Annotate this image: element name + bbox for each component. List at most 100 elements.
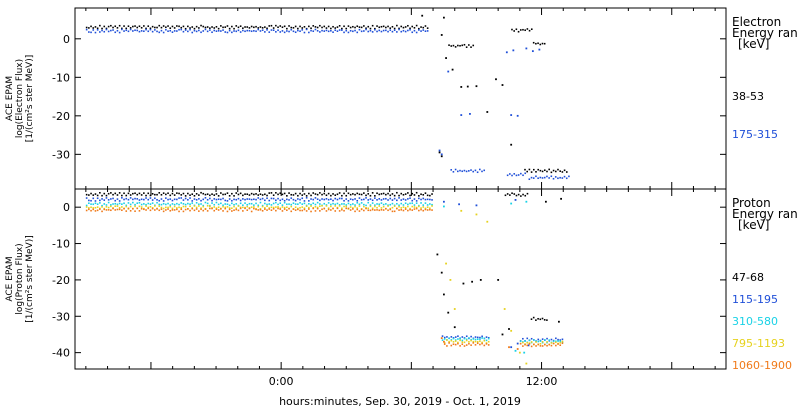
data-point (522, 193, 524, 196)
data-point (314, 193, 317, 195)
data-point (407, 203, 409, 206)
data-point (418, 29, 420, 31)
data-point (204, 26, 207, 29)
data-point (259, 30, 262, 32)
data-point (129, 27, 132, 29)
data-point (217, 203, 220, 206)
data-point (330, 209, 332, 211)
data-point (418, 27, 420, 30)
data-point (253, 207, 255, 210)
data-point (474, 336, 477, 338)
data-point (371, 208, 374, 211)
data-point (532, 168, 535, 171)
data-point (121, 28, 123, 31)
data-point (184, 197, 187, 200)
data-point (281, 206, 284, 208)
data-point (413, 198, 416, 200)
data-point (299, 209, 301, 212)
data-point (132, 192, 134, 195)
data-point (448, 44, 450, 46)
data-point (402, 209, 405, 212)
data-point (275, 201, 277, 204)
data-point (418, 195, 420, 197)
data-point (116, 203, 119, 206)
data-point (325, 27, 328, 29)
data-point (193, 27, 196, 30)
data-point (217, 209, 220, 211)
data-point (292, 202, 295, 205)
data-point (308, 206, 310, 209)
data-point (211, 199, 213, 202)
data-point (156, 201, 158, 204)
data-point (510, 114, 513, 116)
data-point (132, 25, 134, 28)
data-point (325, 194, 328, 197)
data-point (149, 28, 152, 31)
data-point (510, 329, 513, 332)
legend-entry: 115-195 (732, 293, 778, 306)
data-point (334, 197, 337, 200)
data-point (176, 207, 178, 209)
data-point (558, 320, 560, 323)
data-point (107, 206, 110, 209)
data-point (268, 207, 271, 209)
data-point (443, 16, 445, 19)
data-point (454, 343, 457, 346)
data-point (525, 200, 528, 203)
data-point (532, 316, 535, 319)
data-point (198, 194, 200, 196)
data-point (367, 30, 370, 33)
data-point (345, 27, 348, 30)
data-point (94, 193, 97, 195)
data-point (270, 204, 273, 206)
data-point (193, 209, 196, 212)
data-point (420, 30, 422, 32)
data-point (352, 30, 354, 33)
data-point (555, 341, 557, 344)
data-point (103, 192, 106, 195)
data-point (561, 171, 564, 173)
data-point (465, 344, 468, 346)
data-point (105, 209, 108, 211)
data-point (253, 206, 255, 208)
data-point (422, 26, 425, 29)
data-point (400, 202, 403, 205)
data-point (299, 206, 301, 209)
data-point (195, 206, 198, 209)
data-point (235, 203, 238, 205)
data-point (85, 209, 88, 212)
data-point (299, 192, 301, 195)
data-point (283, 201, 286, 204)
data-point (281, 210, 284, 212)
data-point (110, 29, 112, 32)
data-point (105, 27, 108, 30)
data-point (541, 42, 544, 45)
data-point (233, 198, 235, 201)
data-point (314, 210, 317, 212)
data-point (237, 205, 240, 207)
data-point (202, 204, 205, 207)
data-point (94, 26, 97, 28)
data-point (217, 206, 220, 209)
data-point (312, 25, 315, 27)
data-point (458, 203, 460, 206)
data-point (367, 201, 370, 204)
data-point (268, 199, 271, 202)
data-point (367, 209, 370, 212)
data-point (114, 192, 117, 195)
y-tick-label: -10 (52, 238, 70, 251)
data-point (537, 317, 539, 320)
data-point (147, 192, 150, 195)
data-point (242, 210, 244, 212)
data-point (327, 202, 330, 204)
data-point (129, 194, 132, 196)
data-point (90, 31, 92, 34)
data-point (94, 31, 97, 34)
data-point (94, 206, 97, 209)
data-point (461, 44, 464, 47)
data-point (303, 193, 306, 195)
data-point (343, 192, 345, 195)
data-point (356, 202, 359, 204)
data-point (299, 30, 301, 33)
